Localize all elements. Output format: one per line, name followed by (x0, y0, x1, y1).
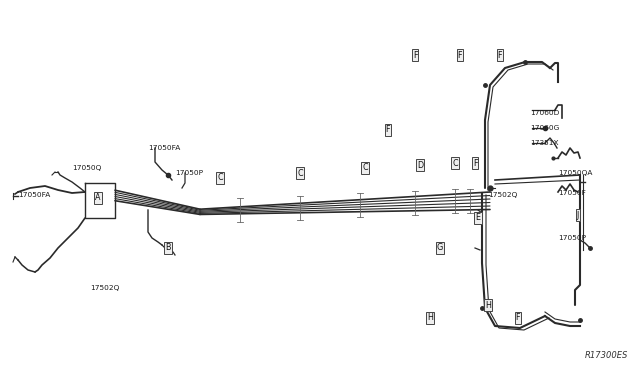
Text: F: F (473, 158, 477, 167)
Text: F: F (458, 51, 462, 60)
Text: 17050QA: 17050QA (558, 170, 593, 176)
Text: H: H (427, 314, 433, 323)
Text: 17060G: 17060G (530, 125, 559, 131)
Text: 17050Q: 17050Q (72, 165, 101, 171)
Text: C: C (297, 169, 303, 177)
Text: F: F (516, 314, 520, 323)
Text: 17060D: 17060D (530, 110, 559, 116)
Text: C: C (452, 158, 458, 167)
Text: D: D (417, 160, 423, 170)
Text: H: H (485, 301, 491, 310)
Text: 17050F: 17050F (558, 190, 586, 196)
Text: F: F (386, 125, 390, 135)
Text: 17351X: 17351X (530, 140, 559, 146)
Text: J: J (577, 211, 579, 219)
Text: E: E (476, 214, 481, 222)
Text: 17050P: 17050P (558, 235, 586, 241)
Text: R17300ES: R17300ES (584, 351, 628, 360)
Text: 17050FA: 17050FA (148, 145, 180, 151)
Text: 17050P: 17050P (175, 170, 203, 176)
Text: G: G (437, 244, 443, 253)
Text: C: C (362, 164, 368, 173)
Text: F: F (498, 51, 502, 60)
Text: C: C (217, 173, 223, 183)
Text: 17502Q: 17502Q (488, 192, 517, 198)
Text: 17050FA: 17050FA (18, 192, 51, 198)
Text: 17502Q: 17502Q (90, 285, 120, 291)
Text: A: A (95, 193, 100, 202)
Text: F: F (413, 51, 417, 60)
Text: B: B (165, 244, 171, 253)
